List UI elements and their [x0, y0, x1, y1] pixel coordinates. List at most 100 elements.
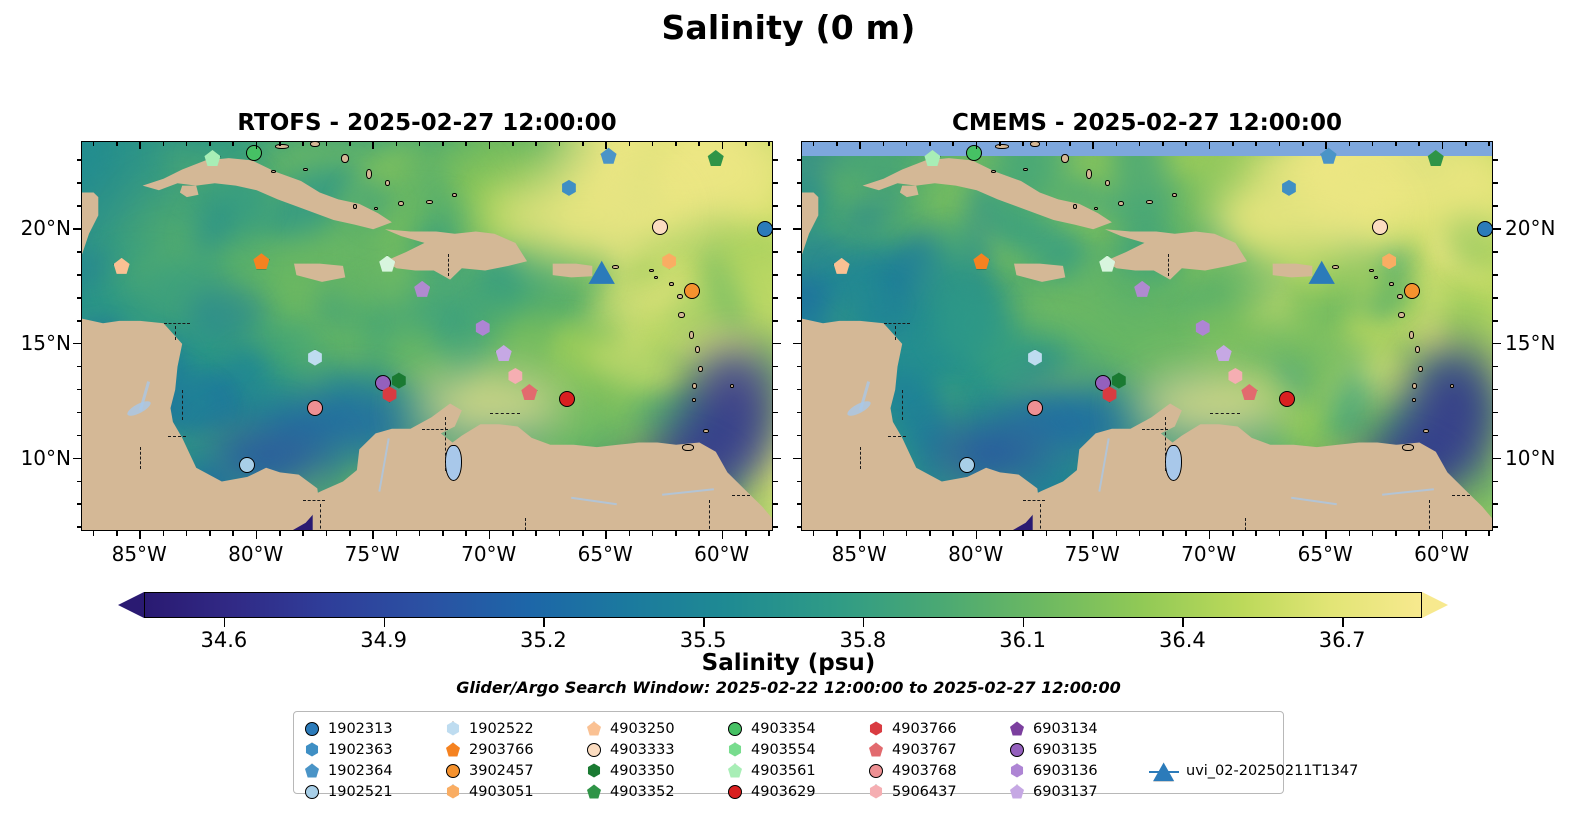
- float-marker[interactable]: [1381, 253, 1397, 270]
- float-marker[interactable]: [239, 457, 256, 474]
- legend-item[interactable]: 4903554: [726, 739, 867, 760]
- legend-item[interactable]: 1902522: [444, 718, 585, 739]
- map-panel-rtofs[interactable]: [81, 141, 773, 531]
- x-tick-minor: [698, 141, 701, 146]
- float-marker[interactable]: [382, 386, 398, 403]
- legend-item[interactable]: 6903135: [1008, 739, 1149, 760]
- colorbar-tick: [862, 618, 865, 627]
- x-tick-minor: [835, 531, 838, 536]
- island: [1398, 312, 1406, 319]
- y-tick-minor: [1493, 159, 1498, 161]
- legend-item[interactable]: 4903766: [867, 718, 1008, 739]
- marker-pentagon: [924, 150, 941, 167]
- float-marker[interactable]: [558, 390, 575, 407]
- legend-item[interactable]: 1902313: [303, 718, 444, 739]
- float-marker[interactable]: [495, 345, 512, 362]
- legend-item[interactable]: 3902457: [444, 760, 585, 781]
- float-marker[interactable]: [924, 150, 941, 167]
- float-marker[interactable]: [391, 372, 407, 389]
- legend-item[interactable]: 4903768: [867, 760, 1008, 781]
- float-marker[interactable]: [1281, 179, 1297, 196]
- float-marker[interactable]: [1195, 319, 1211, 336]
- float-marker[interactable]: [113, 257, 130, 274]
- float-marker[interactable]: [507, 368, 523, 384]
- x-tick-minor: [882, 531, 885, 536]
- legend-item[interactable]: 4903352: [585, 781, 726, 802]
- float-marker[interactable]: [1227, 368, 1243, 384]
- legend-item[interactable]: 4903350: [585, 760, 726, 781]
- island: [730, 384, 735, 389]
- float-marker[interactable]: [307, 349, 323, 366]
- float-marker[interactable]: [1094, 374, 1111, 391]
- float-marker[interactable]: [1026, 400, 1043, 417]
- float-marker[interactable]: [246, 145, 263, 162]
- float-marker[interactable]: [414, 280, 431, 297]
- float-marker[interactable]: [1099, 255, 1116, 272]
- float-marker[interactable]: [661, 253, 677, 270]
- float-marker[interactable]: [756, 221, 772, 238]
- legend-item[interactable]: 4903561: [726, 760, 867, 781]
- colorbar-tick: [703, 618, 705, 627]
- legend-item[interactable]: 1902363: [303, 739, 444, 760]
- float-marker[interactable]: [379, 255, 396, 272]
- marker-pentagon: [1320, 147, 1337, 164]
- float-marker[interactable]: [1278, 390, 1295, 407]
- map-panel-cmems[interactable]: [801, 141, 1493, 531]
- float-marker[interactable]: [1027, 349, 1043, 366]
- float-marker[interactable]: [833, 257, 850, 274]
- float-marker[interactable]: [1102, 386, 1118, 403]
- legend-item[interactable]: 6903137: [1008, 781, 1149, 802]
- legend-item[interactable]: 2903766: [444, 739, 585, 760]
- float-marker[interactable]: [959, 457, 976, 474]
- float-marker[interactable]: [600, 147, 617, 164]
- legend-item[interactable]: 4903333: [585, 739, 726, 760]
- glider-marker[interactable]: [588, 260, 615, 284]
- float-marker[interactable]: [973, 253, 990, 270]
- float-marker[interactable]: [306, 400, 323, 417]
- float-marker[interactable]: [374, 374, 391, 391]
- float-marker[interactable]: [1111, 372, 1127, 389]
- x-tick-minor: [768, 141, 770, 146]
- legend-item[interactable]: 1902521: [303, 781, 444, 802]
- float-marker[interactable]: [561, 179, 577, 196]
- x-tick-minor: [232, 531, 235, 536]
- legend-item[interactable]: 4903629: [726, 781, 867, 802]
- float-marker[interactable]: [1476, 221, 1492, 238]
- float-marker[interactable]: [1134, 280, 1151, 297]
- float-marker[interactable]: [1320, 147, 1337, 164]
- float-marker[interactable]: [966, 145, 983, 162]
- legend-item[interactable]: 4903767: [867, 739, 1008, 760]
- legend-item[interactable]: uvi_02-20250211T1347: [1149, 760, 1358, 782]
- y-tick-minor: [773, 182, 778, 184]
- island: [1332, 265, 1340, 270]
- colorbar-tick: [1022, 618, 1025, 627]
- float-marker[interactable]: [1371, 218, 1388, 235]
- legend-item[interactable]: 6903136: [1008, 760, 1149, 781]
- x-tick-major: [139, 141, 141, 149]
- float-marker[interactable]: [684, 283, 701, 300]
- float-marker[interactable]: [1427, 150, 1444, 167]
- float-marker[interactable]: [204, 150, 221, 167]
- x-tick-minor: [1045, 531, 1048, 536]
- legend-item[interactable]: 1902364: [303, 760, 444, 781]
- island: [1423, 429, 1430, 434]
- float-marker[interactable]: [1215, 345, 1232, 362]
- legend-label: 4903768: [892, 762, 957, 779]
- float-marker[interactable]: [521, 384, 538, 401]
- island: [1118, 201, 1125, 207]
- legend-item[interactable]: 4903354: [726, 718, 867, 739]
- legend-item[interactable]: 5906437: [867, 781, 1008, 802]
- legend-label: 4903354: [751, 720, 816, 737]
- marker-hexagon: [1102, 386, 1117, 403]
- float-marker[interactable]: [253, 253, 270, 270]
- x-tick-minor: [465, 531, 468, 536]
- float-marker[interactable]: [475, 319, 491, 336]
- glider-marker[interactable]: [1308, 260, 1335, 284]
- legend-item[interactable]: 4903250: [585, 718, 726, 739]
- legend-item[interactable]: 4903051: [444, 781, 585, 802]
- float-marker[interactable]: [707, 150, 724, 167]
- float-marker[interactable]: [1241, 384, 1258, 401]
- float-marker[interactable]: [651, 218, 668, 235]
- legend-item[interactable]: 6903134: [1008, 718, 1149, 739]
- float-marker[interactable]: [1404, 283, 1421, 300]
